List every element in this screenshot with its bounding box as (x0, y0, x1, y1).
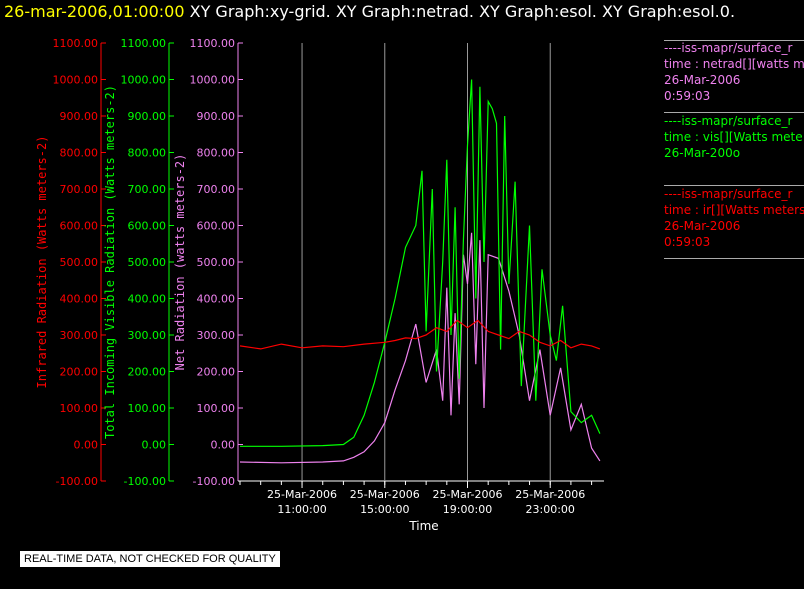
y-tick-label-net: 100.00 (197, 402, 236, 415)
legend-line: ----iss-mapr/surface_r (664, 187, 793, 201)
y-tick-label-vis: 100.00 (128, 402, 167, 415)
y-tick-label-ir: 0.00 (74, 439, 99, 452)
y-tick-label-vis: -100.00 (124, 475, 166, 488)
quality-disclaimer: REAL-TIME DATA, NOT CHECKED FOR QUALITY (20, 551, 280, 567)
y-tick-label-net: 800.00 (197, 147, 236, 160)
legend-line: ----iss-mapr/surface_r (664, 114, 793, 128)
x-tick-label-time: 15:00:00 (360, 503, 409, 516)
y-tick-label-vis: 200.00 (128, 366, 167, 379)
y-tick-label-vis: 600.00 (128, 220, 167, 233)
y-tick-label-ir: -100.00 (56, 475, 98, 488)
y-tick-label-ir: 1100.00 (53, 37, 99, 50)
header-timestamp: 26-mar-2006,01:00:00 (4, 2, 185, 21)
legend-line: time : netrad[][watts m (664, 57, 804, 71)
y-tick-label-vis: 300.00 (128, 329, 167, 342)
y-tick-label-net: -100.00 (193, 475, 235, 488)
x-axis-title: Time (408, 519, 438, 533)
legend-line: time : ir[][Watts meters (664, 203, 804, 217)
y-axis-title-ir: Infrared Radiation (Watts meters-2) (35, 136, 49, 389)
header-title: 26-mar-2006,01:00:00 XY Graph:xy-grid. X… (4, 2, 735, 21)
axes-layer: 1100.00 1000.00 900.00 800.00 700.00 600.00 50… (35, 37, 604, 533)
legend-line: 0:59:03 (664, 235, 711, 249)
series-line-vis (240, 79, 601, 447)
legend-line: time : vis[][Watts mete (664, 130, 803, 144)
y-tick-label-net: 900.00 (197, 110, 236, 123)
x-tick-label-date: 25-Mar-2006 (350, 488, 420, 501)
y-tick-label-net: 1100.00 (190, 37, 236, 50)
y-tick-label-ir: 400.00 (60, 293, 99, 306)
y-axis-vis: 1100.00 1000.00 900.00 800.00 700.00 600.00 50… (103, 37, 174, 488)
y-tick-label-vis: 1100.00 (121, 37, 167, 50)
legend-separator (664, 185, 804, 186)
header-graph-list: XY Graph:xy-grid. XY Graph:netrad. XY Gr… (189, 2, 736, 21)
legend-line: ----iss-mapr/surface_r (664, 41, 793, 55)
legend-separator-wrap (664, 112, 804, 114)
legend-separator-wrap (664, 40, 804, 42)
x-tick-label-time: 19:00:00 (443, 503, 492, 516)
y-tick-label-vis: 0.00 (142, 439, 167, 452)
y-tick-label-ir: 900.00 (60, 110, 99, 123)
series-line-ir (239, 319, 601, 350)
y-tick-label-net: 0.00 (211, 439, 236, 452)
x-tick-label-time: 11:00:00 (277, 503, 326, 516)
legend-line: 0:59:03 (664, 89, 711, 103)
y-tick-label-net: 1000.00 (190, 74, 236, 87)
x-tick-label-date: 25-Mar-2006 (267, 488, 337, 501)
y-tick-label-net: 300.00 (197, 329, 236, 342)
y-tick-label-ir: 800.00 (60, 147, 99, 160)
y-axis-net: 1100.00 1000.00 900.00 800.00 700.00 600.00 50… (173, 37, 243, 488)
y-tick-label-net: 200.00 (197, 366, 236, 379)
y-tick-label-vis: 400.00 (128, 293, 167, 306)
legend-separator-wrap (664, 185, 804, 187)
y-tick-label-vis: 900.00 (128, 110, 167, 123)
series-layer (239, 79, 601, 464)
y-tick-label-ir: 1000.00 (53, 74, 99, 87)
y-tick-label-net: 600.00 (197, 220, 236, 233)
y-tick-label-ir: 100.00 (60, 402, 99, 415)
y-axis-title-net: Net Radiation (watts meters-2) (173, 154, 187, 371)
y-tick-label-ir: 200.00 (60, 366, 99, 379)
legend-separator (664, 40, 804, 41)
series-line-net (239, 232, 601, 464)
x-tick-label-time: 23:00:00 (526, 503, 575, 516)
x-axis: 25-Mar-2006 11:00:00 25-Mar-2006 15:00:00 25… (238, 480, 604, 533)
y-tick-label-net: 500.00 (197, 256, 236, 269)
y-tick-label-ir: 300.00 (60, 329, 99, 342)
y-tick-label-ir: 600.00 (60, 220, 99, 233)
y-tick-label-ir: 500.00 (60, 256, 99, 269)
x-tick-label-date: 25-Mar-2006 (515, 488, 585, 501)
x-tick-label-date: 25-Mar-2006 (433, 488, 503, 501)
grid-layer (301, 43, 551, 481)
y-tick-label-vis: 500.00 (128, 256, 167, 269)
y-tick-label-net: 700.00 (197, 183, 236, 196)
legend-line: 26-Mar-200o (664, 146, 741, 160)
legend-separator (664, 258, 804, 259)
legend-separator (664, 112, 804, 113)
y-tick-label-vis: 700.00 (128, 183, 167, 196)
legend-line: 26-Mar-2006 (664, 219, 741, 233)
legend-separator-wrap (664, 258, 804, 260)
y-tick-label-vis: 1000.00 (121, 74, 167, 87)
y-tick-label-net: 400.00 (197, 293, 236, 306)
y-axis-title-vis: Total Incoming Visible Radiation (Watts … (103, 85, 117, 439)
y-tick-label-vis: 800.00 (128, 147, 167, 160)
y-axis-ir: 1100.00 1000.00 900.00 800.00 700.00 600.00 50… (35, 37, 106, 488)
y-tick-label-ir: 700.00 (60, 183, 99, 196)
legend-line: 26-Mar-2006 (664, 73, 741, 87)
